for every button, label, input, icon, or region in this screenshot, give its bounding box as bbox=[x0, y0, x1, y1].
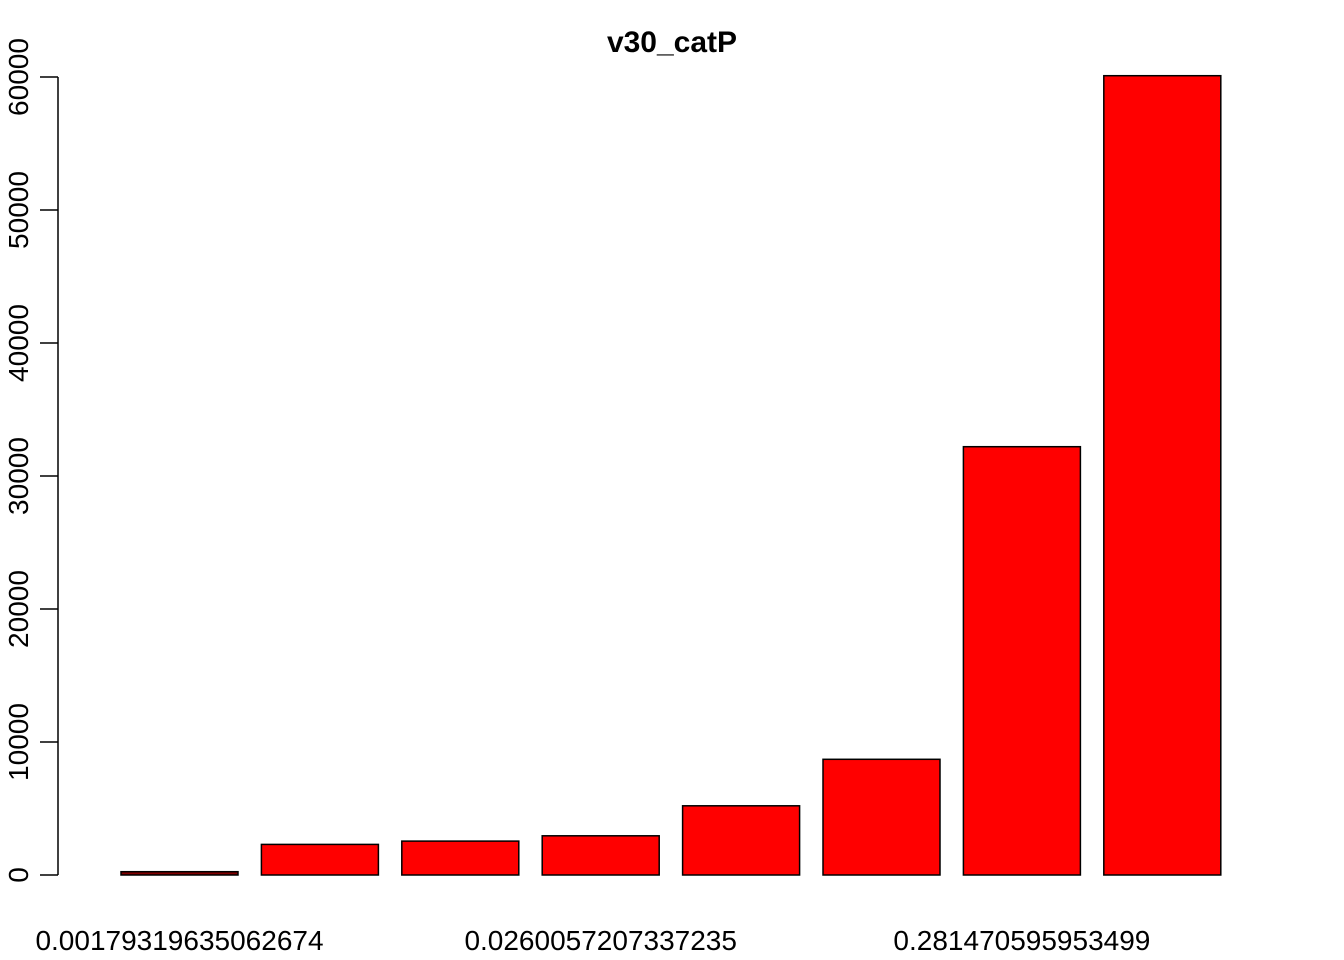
x-tick-label: 0.00179319635062674 bbox=[35, 925, 323, 956]
y-tick-label: 0 bbox=[3, 867, 34, 883]
y-tick-label: 60000 bbox=[3, 38, 34, 116]
bar bbox=[120, 870, 239, 876]
chart-title: v30_catP bbox=[607, 26, 737, 59]
y-tick-label: 50000 bbox=[3, 171, 34, 249]
bar bbox=[962, 445, 1082, 876]
bar bbox=[260, 843, 380, 876]
bars bbox=[120, 74, 1222, 876]
x-tick-label: 0.0260057207337235 bbox=[464, 925, 737, 956]
x-axis: 0.00179319635062674 0.0260057207337235 0.2… bbox=[35, 925, 1150, 956]
bar bbox=[1103, 74, 1222, 876]
bar bbox=[681, 805, 801, 876]
x-tick-label: 0.281470595953499 bbox=[893, 925, 1150, 956]
bar bbox=[541, 835, 660, 876]
y-tick-label: 20000 bbox=[3, 570, 34, 648]
y-tick-label: 40000 bbox=[3, 304, 34, 382]
y-tick-label: 10000 bbox=[3, 703, 34, 781]
bar bbox=[822, 758, 941, 876]
y-axis: 0 10000 20000 30000 40000 50000 60000 bbox=[3, 38, 59, 883]
y-tick-label: 30000 bbox=[3, 437, 34, 515]
bar bbox=[401, 840, 520, 876]
